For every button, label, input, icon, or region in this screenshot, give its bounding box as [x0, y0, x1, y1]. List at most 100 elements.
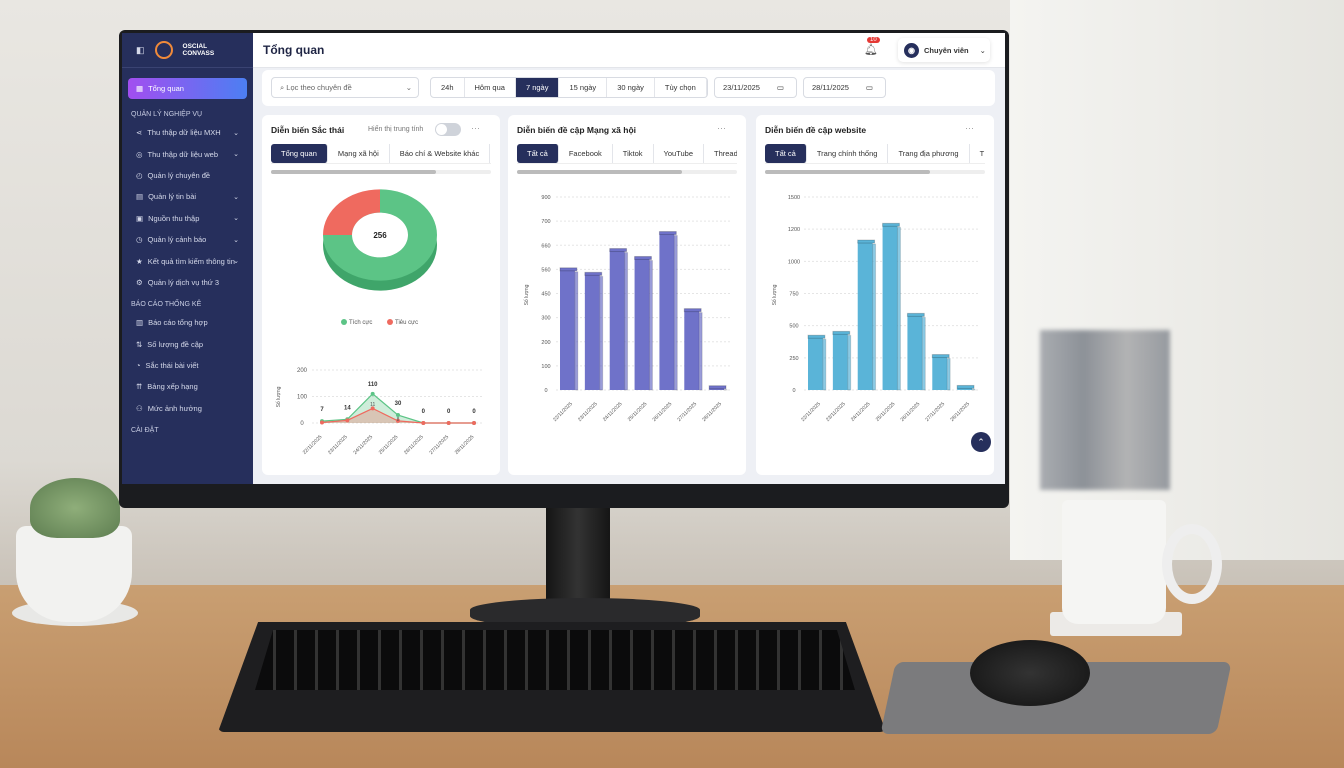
x-tick-label: 24/11/2025 [850, 401, 872, 423]
collapse-sidebar-icon[interactable]: ◧ [136, 44, 145, 55]
card-tab[interactable]: Tất cả [765, 144, 807, 163]
range-tab[interactable]: 15 ngày [559, 78, 608, 97]
chevron-down-icon: ⌄ [233, 258, 239, 266]
grid-icon: ▦ [136, 84, 144, 93]
data-label: 0 [472, 409, 476, 415]
sidebar-item-label: Thu thập dữ liệu web [147, 149, 219, 159]
data-point [396, 418, 400, 423]
topic-filter-select[interactable]: ⌕ Lọc theo chuyên đề ⌄ [271, 77, 419, 98]
data-point [345, 417, 350, 422]
card-tab[interactable]: Tiktok [613, 144, 654, 163]
sidebar-section-title: BÁO CÁO THỐNG KÊ [131, 301, 202, 309]
date-to-input[interactable]: 28/11/2025 ▭ [803, 77, 886, 98]
x-tick-label: 26/11/2025 [652, 401, 674, 423]
sidebar-item[interactable]: ⇅ Số lượng đề cập [122, 334, 253, 355]
logo-text: OSCIAL CONVASS [182, 43, 215, 57]
y-tick-label: 0 [544, 388, 547, 394]
range-tab[interactable]: 24h [431, 78, 465, 97]
card-tab[interactable]: Trang địa phương [888, 144, 970, 163]
card-tab[interactable]: Facebook [559, 144, 613, 163]
bar-side [971, 388, 976, 391]
tabs-scrollbar[interactable] [271, 170, 491, 174]
card-tab[interactable]: Báo chí & Website khác [390, 144, 491, 163]
y-tick-label: 200 [541, 340, 550, 346]
calendar-icon: ▭ [776, 83, 784, 92]
website-mentions-card: Diễn biến đề cập website ··· Tất cả Trang… [756, 115, 994, 475]
bar-top [832, 330, 851, 335]
range-tab[interactable]: Hôm qua [465, 78, 516, 97]
y-axis-label: Số lượng [276, 386, 282, 407]
sidebar-item[interactable]: ★ Kết quả tìm kiếm thông tin ⌄ [122, 250, 253, 271]
card-tab[interactable]: Trang chính thống [807, 144, 889, 163]
date-from-input[interactable]: 23/11/2025 ▭ [714, 77, 797, 98]
donut-depth [323, 199, 437, 291]
sidebar-item[interactable]: ◎ Thu thập dữ liệu web ⌄ [122, 143, 253, 164]
bar-side [698, 312, 703, 391]
card-tab[interactable]: Mạng xã hội [328, 144, 390, 163]
area-fill [322, 408, 474, 423]
more-icon[interactable]: ··· [471, 123, 480, 133]
y-tick-label: 100 [297, 395, 308, 401]
social-bar-chart: 0 100 200 300 450 560 660 700 900 Số lượng 22/11/2… [524, 195, 730, 423]
range-tab[interactable]: Tùy chọn [655, 78, 707, 97]
ranking-icon: ⇈ [136, 382, 143, 392]
avatar-icon: ◉ [904, 42, 919, 58]
bell-icon[interactable]: 🔔︎ [864, 44, 878, 56]
range-tab[interactable]: 7 ngày [515, 78, 560, 97]
y-tick-label: 1200 [788, 227, 800, 233]
data-label: 0 [447, 409, 451, 415]
sidebar-item[interactable]: ▤ Quản lý tin bài ⌄ [122, 186, 253, 207]
y-tick-label: 500 [789, 324, 798, 330]
user-menu[interactable]: ◉ Chuyên viên ⌄ [898, 38, 990, 62]
sidebar-item-label: Quản lý chuyên đề [147, 170, 211, 180]
share-icon: ⋖ [136, 128, 143, 138]
succulent-plant [30, 478, 120, 538]
y-tick-label: 250 [789, 356, 798, 362]
more-icon[interactable]: ··· [717, 123, 726, 133]
chevron-down-icon: ⌄ [233, 151, 239, 159]
tabs-scrollbar[interactable] [517, 170, 737, 174]
bar [832, 333, 848, 390]
card-tab[interactable]: Threads [704, 144, 737, 163]
card-tab[interactable]: Tất cả [517, 144, 559, 163]
card-title: Diễn biến Sắc thái [271, 125, 345, 135]
sidebar-item[interactable]: ⚇ Mức ảnh hưởng [122, 398, 253, 419]
more-icon[interactable]: ··· [965, 123, 974, 133]
x-tick-label: 22/11/2025 [302, 434, 324, 456]
chevron-down-icon: ⌄ [233, 193, 239, 201]
x-tick-label: 22/11/2025 [552, 401, 574, 423]
x-tick-label: 24/11/2025 [352, 434, 374, 456]
sidebar-item[interactable]: ⇈ Bảng xếp hạng [122, 376, 253, 397]
neutral-toggle[interactable] [435, 123, 461, 136]
bar-top [931, 354, 950, 359]
sidebar-item-label: Mức ảnh hưởng [147, 403, 202, 413]
sidebar-item-overview[interactable]: ▦ Tổng quan [128, 78, 247, 99]
y-axis-label: Số lượng [772, 284, 778, 305]
range-tab[interactable]: 30 ngày [607, 78, 655, 97]
tabs-scrollbar[interactable] [765, 170, 985, 174]
y-tick-label: 100 [541, 364, 550, 370]
scroll-to-top-button[interactable]: ⌃ [971, 432, 991, 452]
card-tab[interactable]: YouTube [654, 144, 704, 163]
website-bar-chart: 0 250 500 750 1000 1200 1500 Số lượng 22/11/2025… [772, 195, 978, 423]
bar-side [847, 334, 852, 391]
sidebar-item[interactable]: ⋖ Thu thập dữ liệu MXH ⌄ [122, 122, 253, 143]
donut-center-label: 256 [373, 231, 387, 240]
x-tick-label: 27/11/2025 [924, 401, 946, 423]
bar-chart-icon: ▥ [136, 318, 144, 328]
alarm-icon: ◷ [136, 235, 143, 245]
bar-top [857, 239, 876, 244]
sidebar-section-title: CÀI ĐẶT [131, 427, 159, 435]
x-tick-label: 23/11/2025 [825, 401, 847, 423]
bar [932, 356, 948, 390]
bar-side [624, 252, 629, 391]
card-tab[interactable]: Tổng quan [271, 144, 328, 163]
sidebar-item[interactable]: ◷ Quản lý cảnh báo ⌄ [122, 229, 253, 250]
card-tab[interactable]: T [970, 144, 985, 163]
sidebar-item[interactable]: ◔ Sắc thái bài viết [122, 355, 253, 376]
sidebar-item[interactable]: ◴ Quản lý chuyên đề [122, 165, 253, 186]
sidebar-item[interactable]: ▥ Báo cáo tổng hợp [122, 312, 253, 333]
sidebar-item[interactable]: ▣ Nguồn thu thập ⌄ [122, 208, 253, 229]
sidebar-item[interactable]: ⚙ Quản lý dịch vụ thứ 3 [122, 272, 253, 293]
